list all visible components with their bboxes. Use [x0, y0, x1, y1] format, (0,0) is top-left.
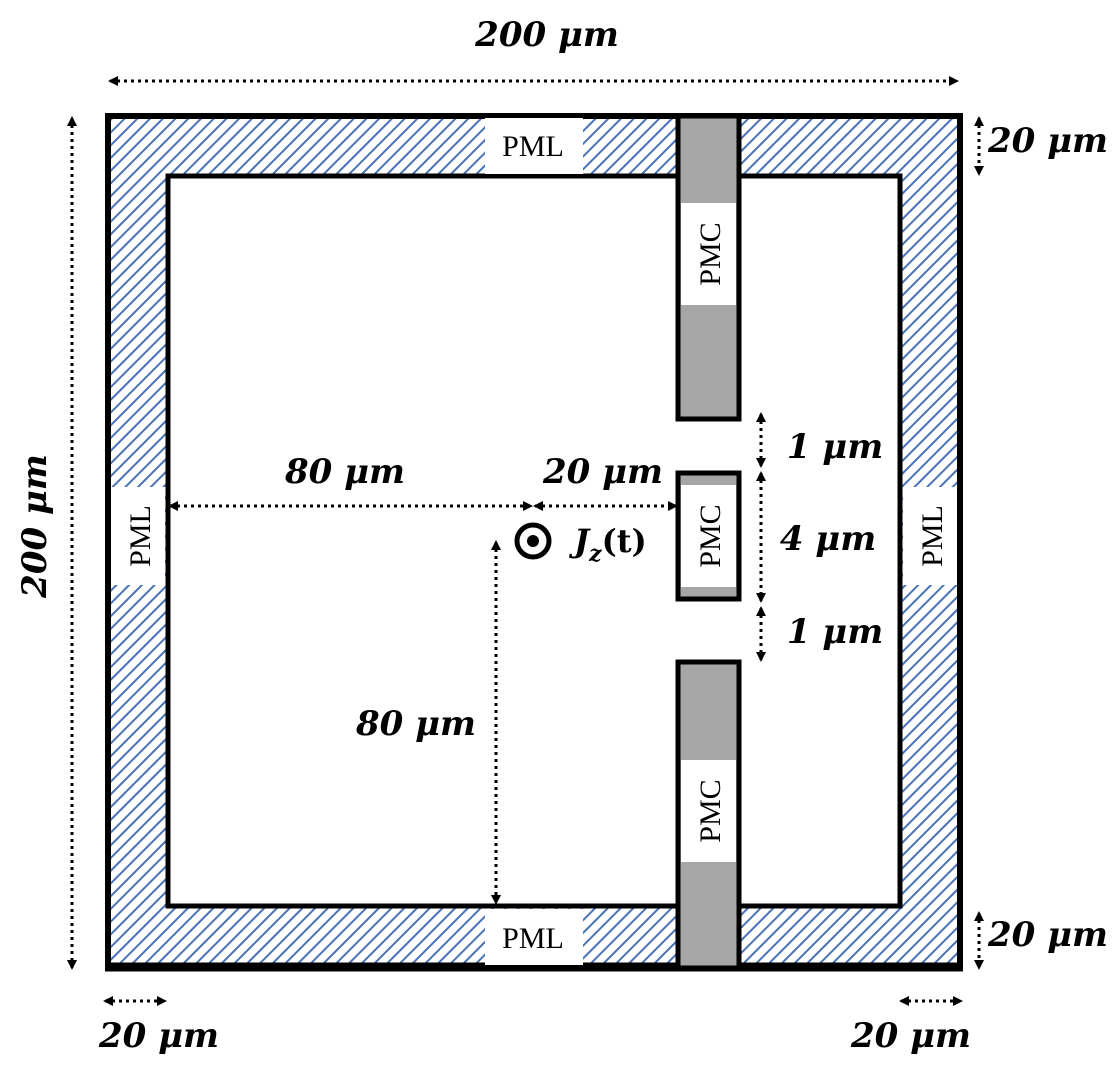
- pml-top-label-bg: [485, 118, 583, 174]
- label-gap-upper: 1 μm: [787, 427, 883, 467]
- label-pml-top-thickness: 20 μm: [987, 121, 1108, 161]
- label-pml-bottom-thickness: 20 μm: [987, 915, 1108, 955]
- pmc-center-label: PMC: [694, 504, 727, 567]
- label-gap-lower: 1 μm: [787, 612, 883, 652]
- pml-top-label: PML: [502, 130, 564, 163]
- label-source-to-bottom: 80 μm: [355, 704, 476, 744]
- label-source-to-pmc: 20 μm: [542, 452, 663, 492]
- label-source-to-left: 80 μm: [284, 452, 405, 492]
- current-source-icon: [514, 522, 552, 560]
- pmc-lower-label-bg: [681, 760, 736, 862]
- label-pml-left-thickness: 20 μm: [98, 1016, 219, 1056]
- source-subscript: z: [588, 541, 602, 567]
- pmc-center-label-bg: [681, 485, 736, 587]
- pmc-upper-label-bg: [681, 203, 736, 305]
- label-total-height: 200 μm: [15, 454, 55, 599]
- pml-left-label-bg: [111, 487, 165, 585]
- source-label: Jz(t): [568, 522, 647, 567]
- pmc-lower-label: PMC: [694, 779, 727, 842]
- label-pmc-center-height: 4 μm: [780, 519, 876, 559]
- pml-right-label-bg: [903, 487, 957, 585]
- source-argument: (t): [602, 522, 647, 560]
- pml-left-label: PML: [124, 505, 157, 567]
- pml-right-label: PML: [916, 505, 949, 567]
- pmc-upper-label: PMC: [694, 222, 727, 285]
- pml-bottom-label: PML: [502, 922, 564, 955]
- pml-bottom-label-bg: [485, 909, 583, 965]
- source-symbol: J: [568, 522, 591, 560]
- label-total-width: 200 μm: [474, 15, 619, 55]
- label-pml-right-thickness: 20 μm: [850, 1016, 971, 1056]
